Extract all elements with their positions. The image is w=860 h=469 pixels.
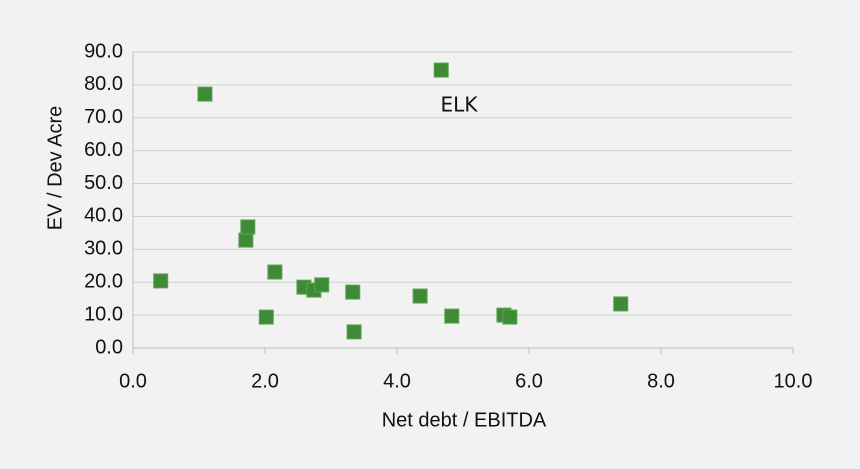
- y-tick-label: 10.0: [84, 303, 123, 325]
- y-tick-label: 60.0: [84, 139, 123, 161]
- y-tick-label: 90.0: [84, 40, 123, 62]
- x-tick-label: 4.0: [383, 370, 411, 392]
- point: [412, 288, 428, 304]
- y-axis-label: EV / Dev Acre: [44, 106, 66, 231]
- point: [240, 219, 256, 235]
- point: [613, 296, 629, 312]
- point: [346, 324, 362, 340]
- x-tick-label: 6.0: [515, 370, 543, 392]
- point: [444, 308, 460, 324]
- x-tick-label: 8.0: [647, 370, 675, 392]
- point: [258, 309, 274, 325]
- x-tick-label: 10.0: [774, 370, 813, 392]
- y-tick-label: 80.0: [84, 73, 123, 95]
- x-tick-label: 0.0: [119, 370, 147, 392]
- point: [197, 86, 213, 102]
- y-tick-label: 20.0: [84, 271, 123, 293]
- x-tick-label: 2.0: [251, 370, 279, 392]
- point: [345, 284, 361, 300]
- y-tick-label: 0.0: [95, 336, 123, 358]
- point: [502, 309, 518, 325]
- y-tick-label: 50.0: [84, 172, 123, 194]
- y-tick-label: 70.0: [84, 106, 123, 128]
- point: [267, 264, 283, 280]
- y-tick-label: 30.0: [84, 238, 123, 260]
- point: [433, 62, 449, 78]
- x-axis-label: Net debt / EBITDA: [382, 409, 547, 431]
- point: [314, 277, 330, 293]
- point: [153, 273, 169, 289]
- y-tick-label: 40.0: [84, 205, 123, 227]
- point: [238, 232, 254, 248]
- annotation: ELK: [441, 93, 479, 117]
